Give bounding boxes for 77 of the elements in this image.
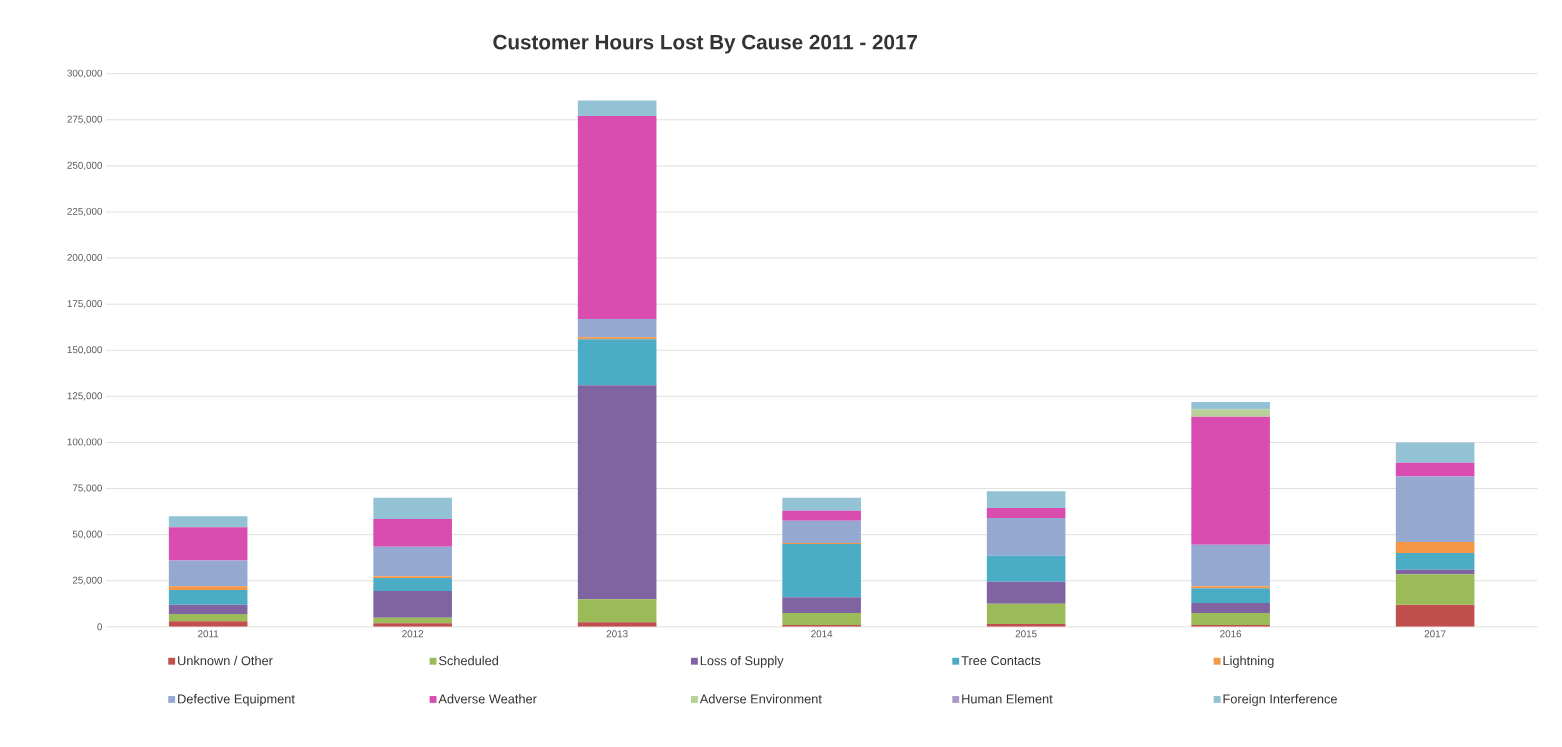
y-tick-label: 300,000 xyxy=(67,69,103,78)
bar xyxy=(373,578,452,592)
legend-label: Adverse Weather xyxy=(438,694,537,704)
bar xyxy=(782,597,861,614)
bar xyxy=(1191,613,1270,626)
bar xyxy=(373,546,452,577)
bar xyxy=(577,116,657,320)
bar xyxy=(1395,542,1475,554)
legend-label: Adverse Environment xyxy=(699,694,822,704)
y-tick-label: 75,000 xyxy=(72,484,103,493)
y-tick-label: 100,000 xyxy=(67,438,103,447)
bar xyxy=(1395,442,1475,463)
bar xyxy=(1191,588,1270,604)
x-tick-label: 2012 xyxy=(402,630,424,638)
bar xyxy=(168,560,248,587)
bar xyxy=(1395,476,1475,543)
bar xyxy=(1191,544,1270,587)
bar xyxy=(373,591,452,618)
bar xyxy=(986,508,1066,519)
bar xyxy=(373,497,452,520)
y-tick-label: 175,000 xyxy=(67,300,103,309)
bar xyxy=(577,339,657,386)
x-tick-label: 2014 xyxy=(811,630,833,638)
bar xyxy=(1191,603,1270,614)
bar xyxy=(373,617,452,624)
legend-label: Foreign Interference xyxy=(1223,694,1337,707)
y-tick-label: 0 xyxy=(97,623,103,631)
bar xyxy=(577,599,657,623)
chart-title: Customer Hours Lost By Cause 2011 - 2017 xyxy=(493,35,917,54)
x-tick-label: 2011 xyxy=(198,630,219,638)
legend-label: Loss of Supply xyxy=(700,656,784,668)
bar xyxy=(986,491,1066,509)
bar xyxy=(782,520,861,544)
y-tick-label: 200,000 xyxy=(67,254,103,263)
legend-label: Human Element xyxy=(962,694,1053,704)
legend-label: Tree Contacts xyxy=(961,656,1041,666)
y-tick-label: 250,000 xyxy=(67,161,103,171)
bar xyxy=(577,385,657,600)
bar xyxy=(168,586,248,591)
x-tick-label: 2016 xyxy=(1220,630,1242,638)
bar xyxy=(1191,409,1270,417)
bar xyxy=(986,581,1066,604)
bar xyxy=(1395,604,1475,627)
bar xyxy=(168,516,248,528)
bar xyxy=(1395,553,1475,570)
bar xyxy=(1191,416,1270,545)
legend-label: Unknown / Other xyxy=(178,656,273,666)
bar xyxy=(782,544,861,598)
bar xyxy=(168,604,248,615)
bar xyxy=(168,590,248,605)
y-tick-label: 50,000 xyxy=(72,530,103,539)
bar xyxy=(168,527,248,561)
bar xyxy=(986,518,1066,556)
legend-label: Defective Equipment xyxy=(178,694,295,707)
bar xyxy=(986,556,1066,582)
bar xyxy=(782,613,861,626)
y-tick-label: 275,000 xyxy=(67,115,103,124)
y-tick-label: 25,000 xyxy=(72,576,103,585)
x-tick-label: 2013 xyxy=(606,630,628,638)
bar xyxy=(1191,402,1270,410)
legend-label: Scheduled xyxy=(439,656,498,666)
legend-label: Lightning xyxy=(1223,656,1274,668)
bar xyxy=(986,603,1066,625)
bar xyxy=(577,100,657,117)
y-tick-label: 125,000 xyxy=(67,392,103,401)
bar xyxy=(1395,462,1475,477)
x-tick-label: 2015 xyxy=(1015,630,1037,638)
y-tick-label: 225,000 xyxy=(67,208,103,217)
bar xyxy=(373,519,452,547)
y-tick-label: 150,000 xyxy=(67,346,103,355)
bar xyxy=(1395,574,1475,605)
bar xyxy=(577,319,657,338)
bar xyxy=(782,497,861,511)
bar xyxy=(168,614,248,622)
x-tick-label: 2017 xyxy=(1424,630,1446,638)
bar xyxy=(782,510,861,521)
bar xyxy=(168,621,248,627)
